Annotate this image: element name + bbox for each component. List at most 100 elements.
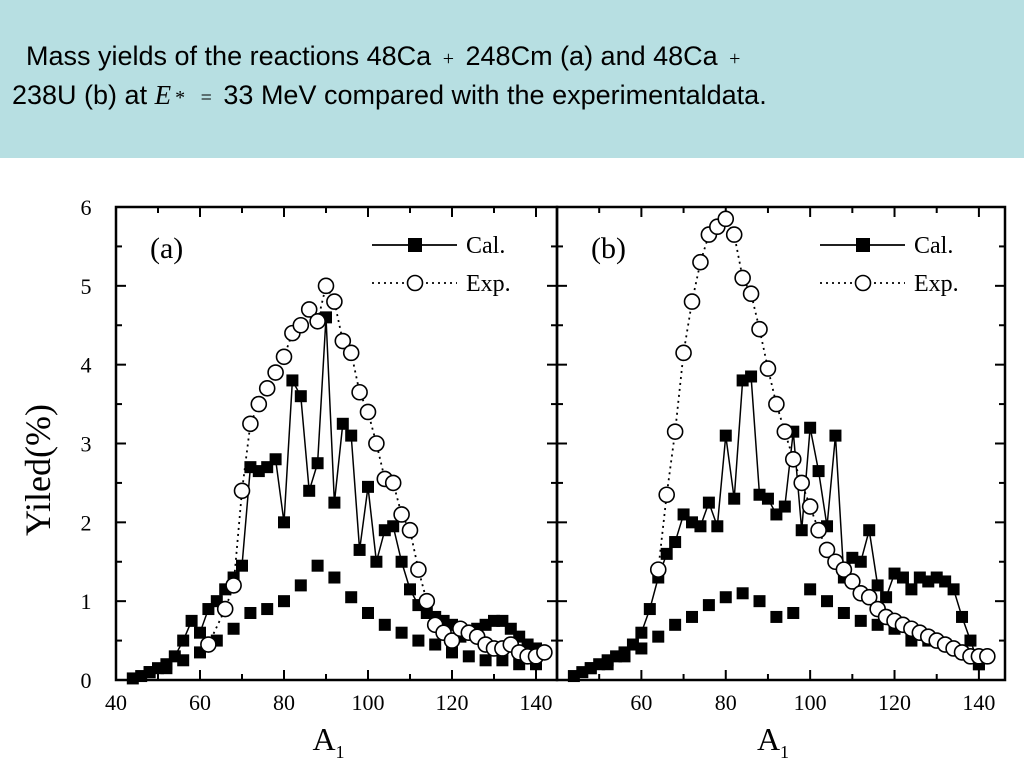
x-axis-label-sub: 1 bbox=[336, 742, 345, 762]
cal-point bbox=[244, 606, 257, 619]
x-tick-label-40: 40 bbox=[105, 690, 127, 715]
cal-point bbox=[719, 429, 732, 442]
exp-point bbox=[368, 435, 385, 452]
cal-point bbox=[660, 547, 673, 560]
cal-point bbox=[837, 606, 850, 619]
cal-point bbox=[328, 496, 341, 509]
cal-point bbox=[618, 650, 631, 663]
cal-point bbox=[829, 429, 842, 442]
exp-point bbox=[717, 210, 735, 228]
exp-point bbox=[401, 521, 419, 539]
x-axis-label-main: A bbox=[312, 721, 335, 757]
cal-point bbox=[804, 421, 817, 434]
cal-point bbox=[429, 638, 442, 651]
y-tick-label-4: 4 bbox=[81, 353, 92, 378]
cal-point bbox=[395, 626, 408, 639]
cal-point bbox=[719, 591, 732, 604]
cal-point bbox=[584, 662, 597, 675]
y-tick-label-6: 6 bbox=[81, 195, 92, 220]
exp-point bbox=[818, 541, 836, 559]
cal-point bbox=[702, 496, 715, 509]
cal-point bbox=[311, 457, 324, 470]
legend-cal-marker bbox=[408, 238, 422, 252]
exp-point bbox=[309, 313, 326, 330]
exp-point bbox=[844, 573, 861, 590]
y-tick-label-2: 2 bbox=[81, 510, 92, 535]
cal-point bbox=[745, 370, 758, 383]
title-star: * bbox=[175, 87, 186, 109]
exp-point bbox=[393, 506, 410, 523]
cal-point bbox=[778, 500, 791, 513]
cal-point bbox=[395, 555, 408, 568]
cal-point bbox=[269, 453, 282, 466]
cal-point bbox=[286, 374, 299, 387]
x-tick-label-60: 60 bbox=[189, 690, 211, 715]
cal-point bbox=[404, 583, 416, 596]
cal-point bbox=[694, 520, 707, 533]
cal-point bbox=[854, 555, 867, 568]
exp-point bbox=[768, 395, 785, 413]
exp-point bbox=[258, 380, 276, 397]
cal-point bbox=[278, 516, 290, 529]
exp-point bbox=[759, 360, 777, 377]
exp-point bbox=[326, 293, 343, 310]
cal-point bbox=[294, 579, 307, 592]
cal-point bbox=[387, 520, 400, 533]
series-square bbox=[584, 583, 985, 675]
cal-point bbox=[336, 417, 349, 430]
cal-point bbox=[956, 610, 969, 623]
title-energy-var: E bbox=[154, 80, 172, 110]
cal-point bbox=[446, 646, 458, 659]
cal-point bbox=[905, 583, 918, 596]
title-plus-1: + bbox=[442, 48, 454, 70]
cal-point bbox=[177, 634, 190, 647]
y-tick-label-1: 1 bbox=[81, 589, 92, 614]
exp-point bbox=[675, 344, 692, 362]
title-equals: = bbox=[200, 87, 212, 109]
cal-point bbox=[652, 630, 665, 643]
cal-point bbox=[787, 606, 800, 619]
cal-point bbox=[294, 390, 307, 403]
cal-point bbox=[345, 591, 358, 604]
cal-point bbox=[227, 622, 240, 635]
legend: Cal. Exp. bbox=[372, 233, 511, 297]
cal-point bbox=[353, 543, 366, 556]
x-axis-label: A1 bbox=[312, 721, 344, 762]
exp-point bbox=[658, 486, 675, 504]
x-tick-label-60: 60 bbox=[630, 690, 652, 715]
cal-point bbox=[947, 583, 960, 596]
exp-point bbox=[384, 474, 402, 492]
legend-exp-label: Exp. bbox=[914, 271, 959, 297]
series-dotted-circle bbox=[200, 277, 553, 665]
cal-point bbox=[863, 524, 876, 537]
title-text-2b: 33 MeV compared with the experimentaldat… bbox=[223, 80, 767, 110]
exp-point bbox=[317, 277, 335, 295]
legend-exp-label: Exp. bbox=[466, 271, 511, 297]
cal-point bbox=[643, 603, 656, 616]
exp-point bbox=[979, 648, 996, 665]
cal-point bbox=[143, 666, 156, 679]
exp-point bbox=[267, 364, 284, 381]
exp-point bbox=[233, 482, 251, 500]
legend-cal-label: Cal. bbox=[466, 233, 505, 259]
exp-point bbox=[649, 561, 667, 578]
exp-point bbox=[418, 592, 436, 610]
panel-label: (b) bbox=[591, 232, 626, 265]
cal-point bbox=[702, 599, 715, 612]
exp-point bbox=[410, 561, 427, 578]
exp-point bbox=[793, 474, 811, 492]
cal-point bbox=[378, 618, 391, 631]
cal-point bbox=[880, 591, 893, 604]
legend-cal-label: Cal. bbox=[914, 233, 953, 259]
panel-a: 40 60 80 100 120 140 A1 (a) Cal. Exp. bbox=[105, 205, 559, 762]
cal-point bbox=[462, 650, 475, 663]
exp-point bbox=[200, 636, 217, 653]
exp-point bbox=[443, 632, 461, 649]
x-tick-label-80: 80 bbox=[273, 690, 295, 715]
exp-point bbox=[801, 498, 819, 515]
exp-point bbox=[342, 344, 360, 362]
cal-point bbox=[669, 536, 682, 549]
exp-point bbox=[292, 316, 310, 334]
cal-point bbox=[795, 524, 808, 537]
